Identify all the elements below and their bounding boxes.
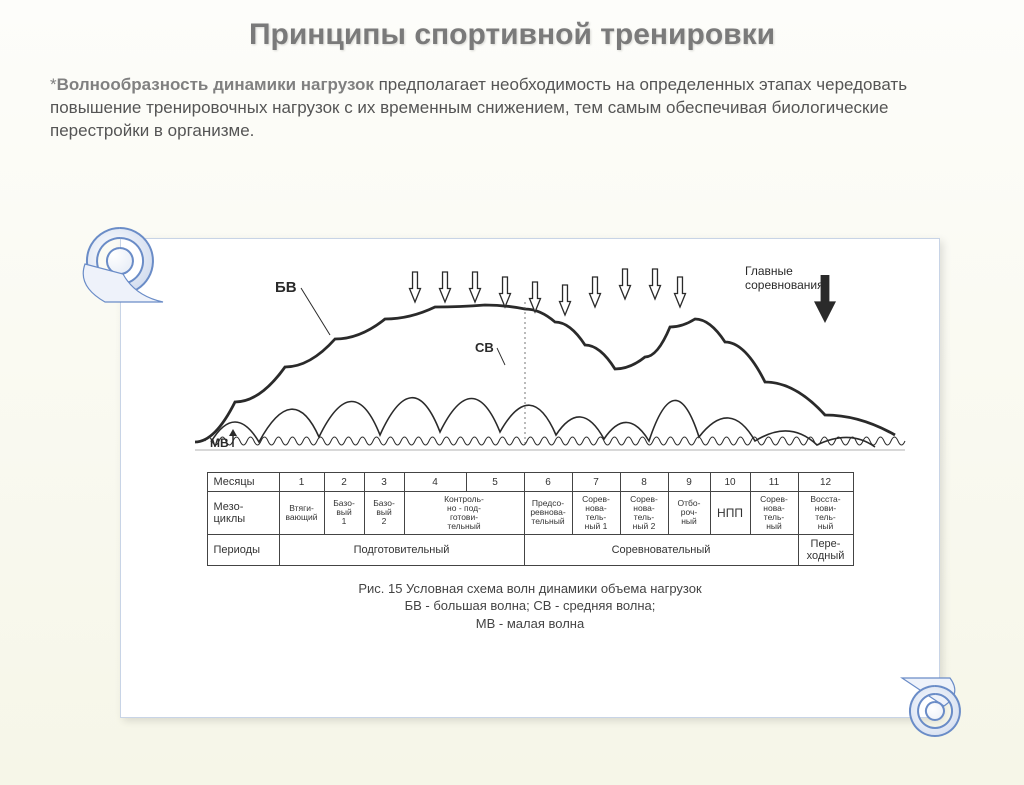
month-cell: 7: [572, 473, 620, 492]
period-cell: Подготовительный: [279, 534, 524, 565]
scroll-curl-bottom-icon: [900, 676, 970, 746]
row-header-months: Месяцы: [207, 473, 279, 492]
wave-chart: БВ СВ МВ Главныесоревнования: [125, 247, 935, 472]
month-cell: 10: [710, 473, 750, 492]
table-row: Месяцы123456789101112: [207, 473, 853, 492]
table-row: Мезо-циклыВтяги-вающийБазо-вый1Базо-вый2…: [207, 492, 853, 535]
month-cell: 5: [466, 473, 524, 492]
mesocycle-cell: Базо-вый1: [324, 492, 364, 535]
month-cell: 8: [620, 473, 668, 492]
month-cell: 3: [364, 473, 404, 492]
figure-caption: Рис. 15 Условная схема волн динамики объ…: [121, 580, 939, 633]
mesocycle-cell: Сорев-нова-тель-ный 1: [572, 492, 620, 535]
mesocycle-cell: Сорев-нова-тель-ный 2: [620, 492, 668, 535]
mesocycle-cell: НПП: [710, 492, 750, 535]
period-cell: Пере-ходный: [798, 534, 853, 565]
mesocycle-cell: Втяги-вающий: [279, 492, 324, 535]
svg-text:БВ: БВ: [275, 279, 297, 296]
caption-line3: МВ - малая волна: [121, 615, 939, 633]
month-cell: 9: [668, 473, 710, 492]
mesocycle-cell: Отбо-роч-ный: [668, 492, 710, 535]
row-header-periods: Периоды: [207, 534, 279, 565]
row-header-mesocycles: Мезо-циклы: [207, 492, 279, 535]
svg-text:МВ: МВ: [210, 436, 229, 450]
mesocycle-cell: Восста-нови-тель-ный: [798, 492, 853, 535]
month-cell: 6: [524, 473, 572, 492]
scroll-paper: БВСВМВГлавныесоревнования Месяцы12345678…: [120, 238, 940, 718]
caption-line1: Рис. 15 Условная схема волн динамики объ…: [121, 580, 939, 598]
mesocycle-cell: Сорев-нова-тель-ный: [750, 492, 798, 535]
caption-line2: БВ - большая волна; СВ - средняя волна;: [121, 597, 939, 615]
month-cell: 12: [798, 473, 853, 492]
intro-lead: Волнообразность динамики нагрузок: [57, 75, 374, 94]
month-cell: 4: [404, 473, 466, 492]
intro-asterisk: *: [50, 75, 57, 94]
month-cell: 1: [279, 473, 324, 492]
svg-text:СВ: СВ: [475, 340, 494, 355]
mesocycle-cell: Предсо-ревнова-тельный: [524, 492, 572, 535]
scroll-curl-top-icon: [75, 216, 165, 306]
period-cell: Соревновательный: [524, 534, 798, 565]
svg-text:Главные: Главные: [745, 264, 793, 278]
scroll-container: БВСВМВГлавныесоревнования Месяцы12345678…: [75, 208, 955, 738]
mesocycle-cell: Контроль-но - под-готови-тельный: [404, 492, 524, 535]
cycle-table: Месяцы123456789101112Мезо-циклыВтяги-ваю…: [207, 472, 854, 566]
month-cell: 11: [750, 473, 798, 492]
mesocycle-cell: Базо-вый2: [364, 492, 404, 535]
intro-paragraph: *Волнообразность динамики нагрузок предп…: [50, 74, 974, 143]
month-cell: 2: [324, 473, 364, 492]
table-row: ПериодыПодготовительныйСоревновательныйП…: [207, 534, 853, 565]
svg-text:соревнования: соревнования: [745, 278, 824, 292]
page-title: Принципы спортивной тренировки: [0, 18, 1024, 52]
